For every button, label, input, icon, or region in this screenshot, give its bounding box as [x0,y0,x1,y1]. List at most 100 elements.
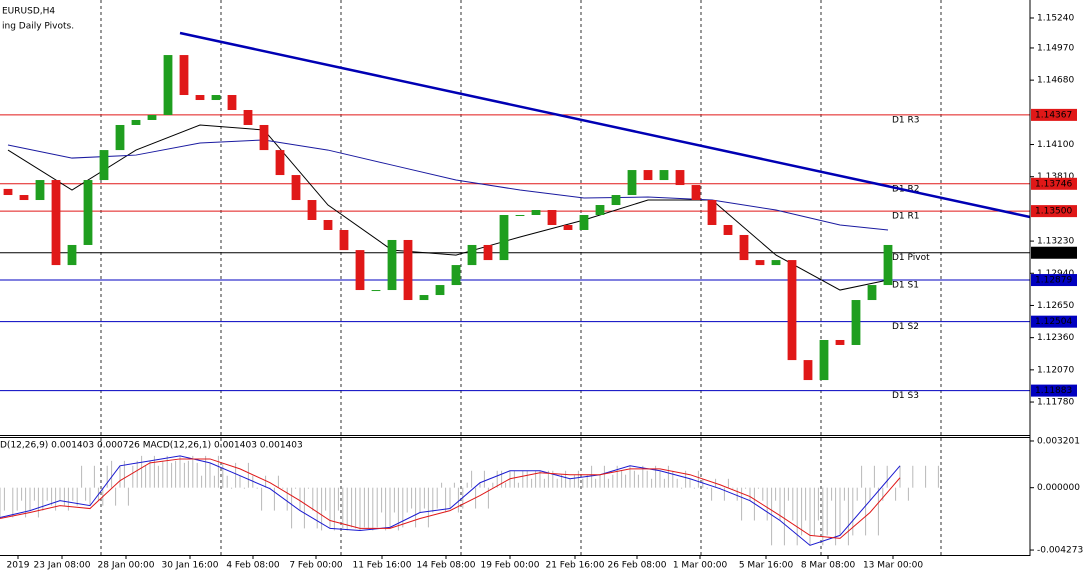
x-tick-label: 13 Mar 00:00 [863,561,923,571]
candle [259,124,269,151]
y-tick-label: 1.12070 [1037,365,1074,375]
y-tick-label: 1.11780 [1037,398,1074,408]
candle [355,250,365,291]
candle [451,265,461,286]
candle [723,224,733,235]
price-box-label: 1.14367 [1035,110,1072,120]
line-series [179,31,1031,219]
candle [675,170,685,186]
x-tick-label: 28 Jan 00:00 [98,561,155,571]
candle [611,195,621,206]
price-box-label: 1.11883 [1035,386,1072,396]
candle [211,95,221,101]
candle [851,300,861,345]
price-box [1031,246,1077,259]
price-box [1031,274,1077,287]
chart-subtitle: ing Daily Pivots. [2,22,74,32]
candle [275,150,285,176]
y-tick-label: 0.000000 [1037,483,1080,493]
y-tick-label: 0.003201 [1037,436,1080,446]
y-tick-label: 1.14100 [1037,140,1074,150]
price-box-label: 1.13500 [1035,207,1072,217]
macd-panel [0,455,939,546]
x-tick-label: 1 Mar 00:00 [673,561,728,571]
x-tick-label: 7 Feb 00:00 [289,561,343,571]
price-box [1031,108,1077,121]
candle [115,124,125,151]
candle [595,205,605,216]
candle [707,200,717,225]
y-tick-label: 1.14970 [1037,43,1074,53]
candle [787,260,797,361]
price-box [1031,177,1077,190]
candle [467,244,477,266]
x-tick-label: 11 Feb 16:00 [352,561,411,571]
candle [531,210,541,216]
candle [483,244,493,261]
pivot-label: D1 Pivot [892,253,930,263]
candle [579,215,589,230]
y-tick-label: 1.12360 [1037,333,1074,343]
x-tick-label: 5 Mar 16:00 [739,561,794,571]
price-box-label: 1.13746 [1035,179,1072,189]
candle [867,285,877,301]
x-tick-label: 19 Feb 00:00 [480,561,539,571]
candle [819,339,829,381]
candle [419,295,429,301]
candle [515,215,525,217]
candle [547,210,557,225]
y-tick-label: 1.12650 [1037,301,1074,311]
candle [883,244,893,286]
candle [83,180,93,245]
candle [339,229,349,251]
candle [835,339,845,345]
price-box [1031,205,1077,218]
candle [99,150,109,181]
candle [147,114,157,120]
price-box-label: 1.12879 [1035,276,1072,286]
candle [51,180,61,266]
candle [291,175,301,201]
y-tick-label: -0.004273 [1037,546,1083,556]
y-tick-label: 1.13230 [1037,237,1074,247]
candle [771,260,781,266]
pivot-label: D1 R1 [892,212,920,222]
y-tick-label: 1.12940 [1037,269,1074,279]
candle [563,224,573,230]
x-tick-label: 14 Feb 08:00 [416,561,475,571]
candle [387,239,397,291]
price-box [1031,315,1077,328]
price-box [1031,384,1077,397]
candle [179,55,189,96]
pivot-label: D1 S2 [892,322,919,332]
candle [323,219,333,230]
y-tick-label: 1.15240 [1037,13,1074,23]
candle [227,95,237,110]
candle [19,195,29,201]
candle [627,170,637,196]
candle [195,95,205,101]
line-series [7,139,889,231]
x-tick-label: 2019 [7,561,30,571]
y-tick-label: 1.14680 [1037,76,1074,86]
candle [403,239,413,301]
candle [307,200,317,220]
candle [163,55,173,115]
candle [499,215,509,261]
candle [131,119,141,125]
candle [35,180,45,201]
candle [803,360,813,381]
pivot-label: D1 S3 [892,391,919,401]
candle [67,244,77,266]
candle [691,185,701,201]
line-series [7,124,889,291]
x-tick-label: 8 Mar 08:00 [801,561,856,571]
candle [371,290,381,292]
macd-line [0,458,901,539]
candle [3,188,13,196]
x-tick-label: 23 Jan 08:00 [34,561,91,571]
pivot-label: D1 R3 [892,115,920,125]
candle [755,260,765,266]
